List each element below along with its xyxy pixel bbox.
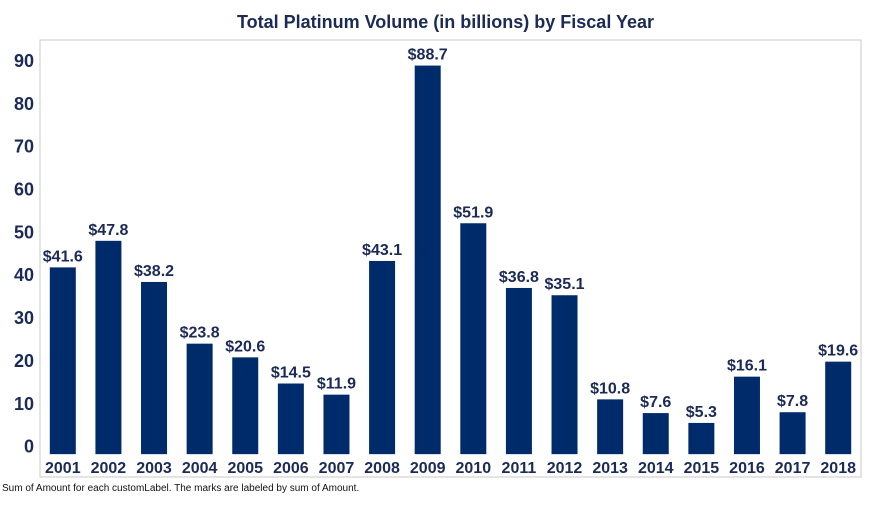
chart-title: Total Platinum Volume (in billions) by F… bbox=[236, 12, 655, 32]
bar-2008[interactable] bbox=[369, 260, 396, 455]
data-label-2003: $38.2 bbox=[134, 263, 174, 280]
bar-2011[interactable] bbox=[505, 287, 532, 455]
y-tick-label: 70 bbox=[14, 137, 34, 157]
x-tick-label: 2018 bbox=[820, 460, 856, 477]
bar-2012[interactable] bbox=[551, 295, 578, 455]
bar-2004[interactable] bbox=[186, 343, 213, 455]
x-tick-label: 2013 bbox=[592, 460, 628, 477]
bar-2001[interactable] bbox=[49, 267, 76, 455]
footnote: Sum of Amount for each customLabel. The … bbox=[2, 483, 360, 494]
data-label-2012: $35.1 bbox=[545, 276, 585, 293]
data-label-2008: $43.1 bbox=[362, 242, 402, 259]
bar-2006[interactable] bbox=[277, 383, 304, 455]
x-tick-label: 2016 bbox=[729, 460, 765, 477]
x-tick-label: 2015 bbox=[684, 460, 720, 477]
data-label-2015: $5.3 bbox=[686, 404, 717, 421]
data-label-2001: $41.6 bbox=[43, 248, 83, 265]
bar-2015[interactable] bbox=[688, 422, 715, 455]
x-tick-label: 2007 bbox=[319, 460, 355, 477]
y-tick-label: 40 bbox=[14, 265, 34, 285]
plot-frame bbox=[39, 39, 862, 478]
data-label-2002: $47.8 bbox=[88, 222, 128, 239]
data-label-2018: $19.6 bbox=[818, 343, 858, 360]
x-tick-label: 2001 bbox=[45, 460, 81, 477]
data-label-2011: $36.8 bbox=[499, 269, 539, 286]
data-label-2004: $23.8 bbox=[180, 325, 220, 342]
data-label-2005: $20.6 bbox=[225, 338, 265, 355]
data-label-2017: $7.8 bbox=[777, 393, 808, 410]
x-tick-label: 2010 bbox=[456, 460, 492, 477]
data-label-2009: $88.7 bbox=[408, 47, 448, 64]
x-tick-label: 2017 bbox=[775, 460, 811, 477]
data-label-2007: $11.9 bbox=[317, 376, 356, 393]
bar-2013[interactable] bbox=[597, 399, 624, 455]
bar-2017[interactable] bbox=[779, 412, 806, 455]
x-axis: 2001 2002 2003 2004 2005 2006 2007 2008 2009 2010… bbox=[45, 460, 856, 477]
bar-2005[interactable] bbox=[232, 357, 259, 455]
bar-2014[interactable] bbox=[642, 413, 669, 455]
y-tick-label: 80 bbox=[14, 94, 34, 114]
x-tick-label: 2003 bbox=[136, 460, 172, 477]
bar-2018[interactable] bbox=[825, 361, 852, 455]
y-tick-label: 60 bbox=[14, 180, 34, 200]
x-tick-label: 2004 bbox=[182, 460, 218, 477]
data-label-2013: $10.8 bbox=[590, 380, 630, 397]
bar-2010[interactable] bbox=[460, 223, 487, 455]
data-label-2006: $14.5 bbox=[271, 365, 311, 382]
data-label-2014: $7.6 bbox=[640, 394, 671, 411]
y-tick-label: 50 bbox=[14, 222, 34, 242]
y-tick-label: 20 bbox=[14, 351, 34, 371]
bar-2009[interactable] bbox=[414, 65, 441, 455]
x-tick-label: 2009 bbox=[410, 460, 446, 477]
bar-2016[interactable] bbox=[733, 376, 760, 455]
y-tick-label: 10 bbox=[14, 394, 34, 414]
x-tick-label: 2014 bbox=[638, 460, 674, 477]
x-tick-label: 2012 bbox=[547, 460, 583, 477]
data-label-2010: $51.9 bbox=[453, 204, 493, 221]
x-tick-label: 2005 bbox=[227, 460, 263, 477]
y-tick-label: 0 bbox=[24, 437, 34, 457]
y-tick-label: 30 bbox=[14, 308, 34, 328]
y-tick-label: 90 bbox=[14, 51, 34, 71]
bar-2007[interactable] bbox=[323, 394, 350, 455]
x-tick-label: 2008 bbox=[364, 460, 400, 477]
x-tick-label: 2002 bbox=[91, 460, 127, 477]
bars bbox=[49, 65, 852, 455]
y-axis: 0 10 20 30 40 50 60 70 80 90 bbox=[14, 51, 34, 457]
x-tick-label: 2006 bbox=[273, 460, 309, 477]
bar-2002[interactable] bbox=[95, 240, 122, 455]
data-label-2016: $16.1 bbox=[727, 358, 767, 375]
bar-2003[interactable] bbox=[141, 281, 168, 455]
data-labels: $41.6 $47.8 $38.2 $23.8 $20.6 $14.5 $11.9 $43.1… bbox=[43, 47, 859, 421]
x-tick-label: 2011 bbox=[502, 460, 537, 477]
